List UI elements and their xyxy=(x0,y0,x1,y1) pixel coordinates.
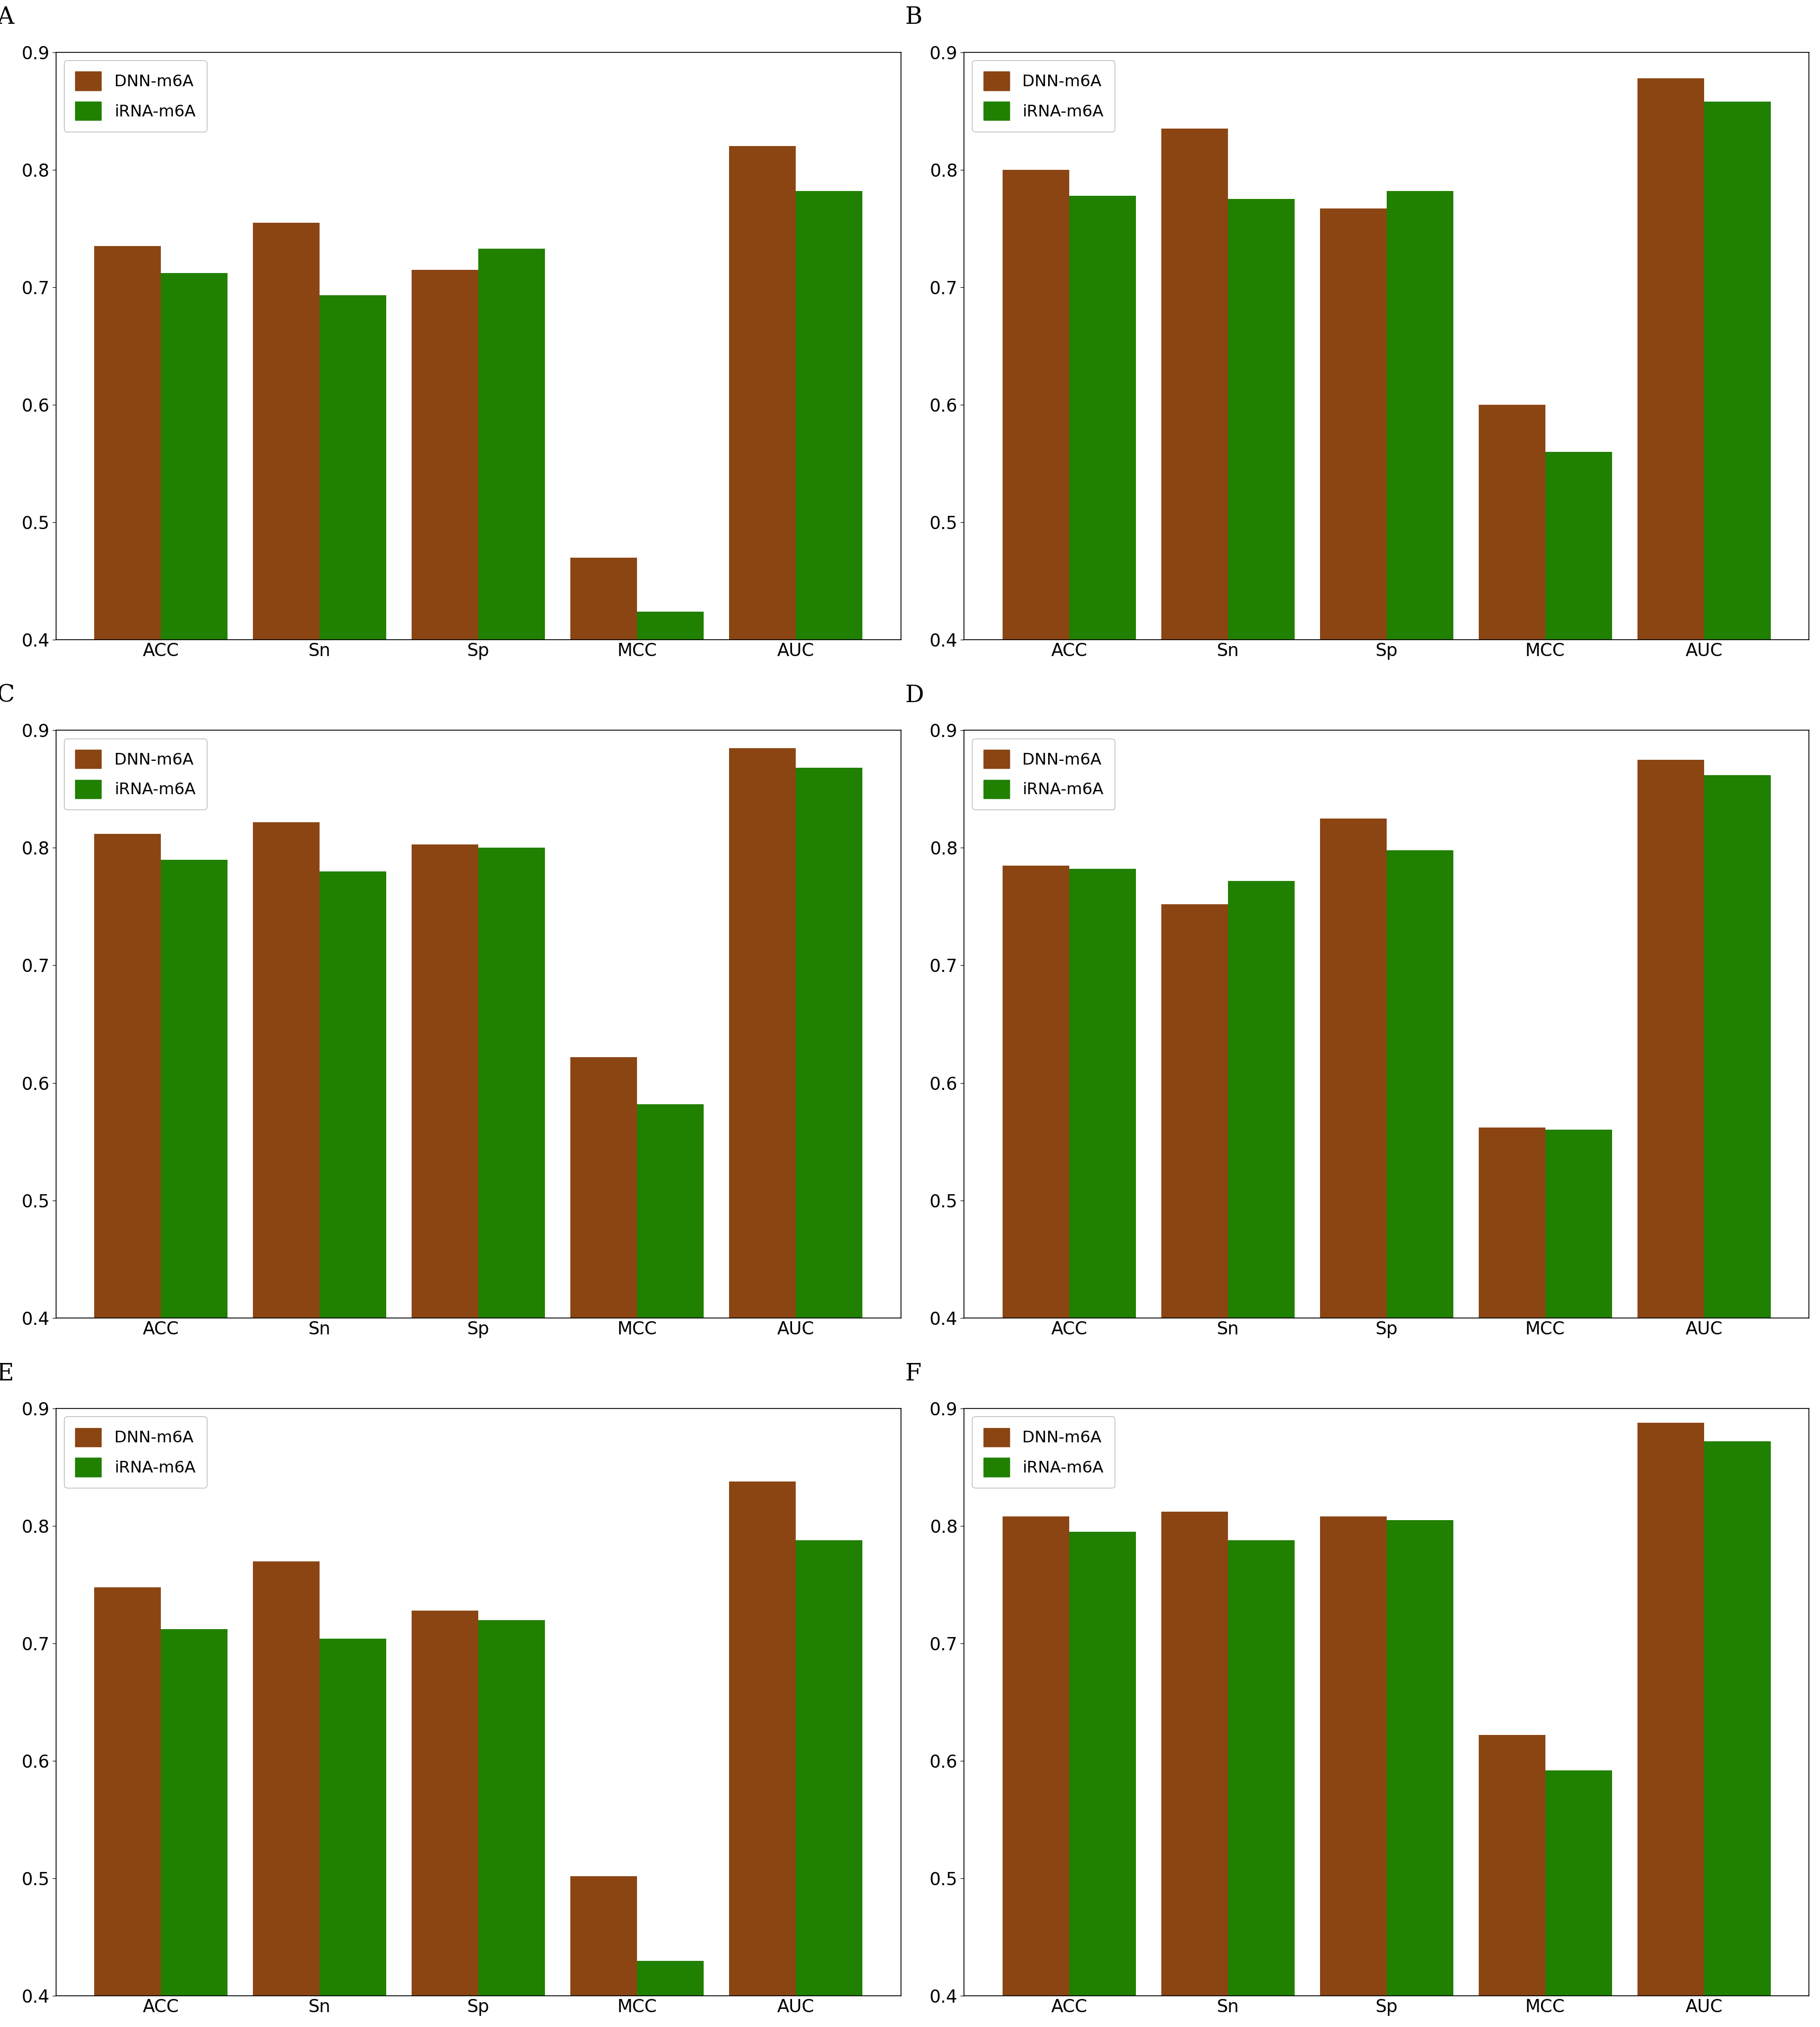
Bar xyxy=(730,748,795,1788)
Bar xyxy=(1161,904,1229,1788)
Text: D: D xyxy=(905,683,925,707)
Bar xyxy=(160,859,228,1788)
Bar xyxy=(1478,1735,1545,2027)
Bar xyxy=(1161,128,1229,1109)
Bar xyxy=(1229,199,1294,1109)
Bar xyxy=(637,1105,704,1788)
Bar xyxy=(479,249,544,1109)
Bar xyxy=(570,1056,637,1788)
Legend: DNN-m6A, iRNA-m6A: DNN-m6A, iRNA-m6A xyxy=(972,61,1116,132)
Bar xyxy=(1638,79,1704,1109)
Bar xyxy=(1320,1516,1387,2027)
Bar xyxy=(1545,1770,1613,2027)
Bar xyxy=(320,1638,386,2027)
Bar xyxy=(411,1611,479,2027)
Bar xyxy=(253,223,320,1109)
Bar xyxy=(1638,1423,1704,2027)
Bar xyxy=(411,845,479,1788)
Bar xyxy=(1704,774,1771,1788)
Bar xyxy=(570,1877,637,2027)
Bar xyxy=(1478,405,1545,1109)
Bar xyxy=(730,1482,795,2027)
Bar xyxy=(253,1561,320,2027)
Text: E: E xyxy=(0,1362,15,1384)
Legend: DNN-m6A, iRNA-m6A: DNN-m6A, iRNA-m6A xyxy=(64,61,207,132)
Bar xyxy=(1545,452,1613,1109)
Bar xyxy=(479,847,544,1788)
Bar xyxy=(95,833,160,1788)
Bar xyxy=(1320,209,1387,1109)
Text: C: C xyxy=(0,683,15,707)
Bar xyxy=(1387,849,1452,1788)
Bar xyxy=(1003,1516,1068,2027)
Bar xyxy=(1003,866,1068,1788)
Bar xyxy=(160,1630,228,2027)
Bar xyxy=(320,872,386,1788)
Bar xyxy=(1320,819,1387,1788)
Bar xyxy=(730,146,795,1109)
Bar xyxy=(1638,760,1704,1788)
Bar xyxy=(570,557,637,1109)
Bar xyxy=(1068,195,1136,1109)
Bar xyxy=(1387,1520,1452,2027)
Legend: DNN-m6A, iRNA-m6A: DNN-m6A, iRNA-m6A xyxy=(972,1417,1116,1488)
Bar xyxy=(795,1541,863,2027)
Bar xyxy=(320,296,386,1109)
Bar xyxy=(637,612,704,1109)
Legend: DNN-m6A, iRNA-m6A: DNN-m6A, iRNA-m6A xyxy=(64,1417,207,1488)
Bar xyxy=(1545,1129,1613,1788)
Bar xyxy=(95,1587,160,2027)
Bar xyxy=(1068,870,1136,1788)
Bar xyxy=(1229,1541,1294,2027)
Legend: DNN-m6A, iRNA-m6A: DNN-m6A, iRNA-m6A xyxy=(972,738,1116,809)
Bar xyxy=(1003,170,1068,1109)
Bar xyxy=(160,274,228,1109)
Bar xyxy=(479,1620,544,2027)
Bar xyxy=(1704,1441,1771,2027)
Bar xyxy=(637,1960,704,2027)
Bar xyxy=(1478,1127,1545,1788)
Bar xyxy=(1387,191,1452,1109)
Text: F: F xyxy=(905,1362,921,1384)
Bar xyxy=(95,245,160,1109)
Bar xyxy=(795,768,863,1788)
Bar xyxy=(795,191,863,1109)
Bar xyxy=(411,270,479,1109)
Legend: DNN-m6A, iRNA-m6A: DNN-m6A, iRNA-m6A xyxy=(64,738,207,809)
Bar xyxy=(1068,1532,1136,2027)
Bar xyxy=(1704,101,1771,1109)
Text: A: A xyxy=(0,6,15,28)
Text: B: B xyxy=(905,6,923,28)
Bar xyxy=(253,823,320,1788)
Bar xyxy=(1229,882,1294,1788)
Bar xyxy=(1161,1512,1229,2027)
